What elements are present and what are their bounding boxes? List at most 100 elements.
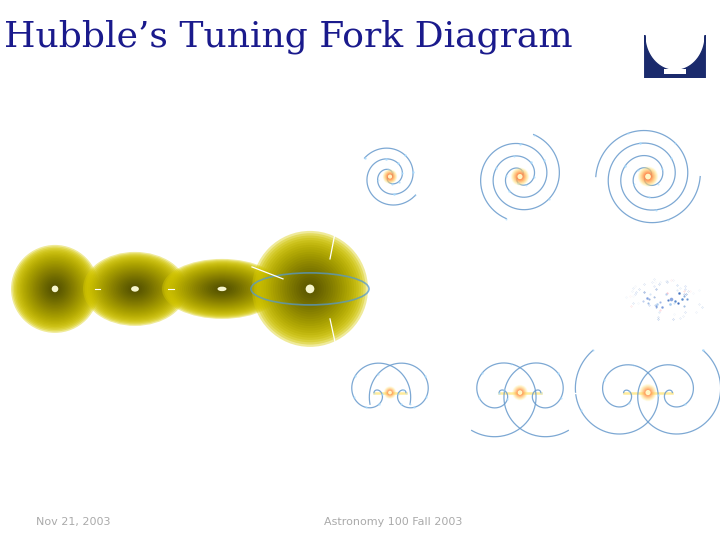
Ellipse shape [83, 252, 187, 326]
Ellipse shape [15, 249, 94, 328]
Text: Sc: Sc [641, 100, 655, 111]
Ellipse shape [162, 259, 282, 319]
Bar [665, 69, 685, 73]
Ellipse shape [518, 174, 523, 179]
Ellipse shape [640, 169, 656, 184]
Ellipse shape [99, 263, 171, 315]
Ellipse shape [212, 284, 232, 294]
Ellipse shape [292, 271, 328, 307]
Ellipse shape [104, 267, 166, 311]
Ellipse shape [643, 172, 653, 181]
Ellipse shape [516, 172, 524, 181]
Ellipse shape [289, 268, 331, 310]
Ellipse shape [114, 274, 156, 303]
Ellipse shape [12, 246, 97, 332]
Ellipse shape [271, 249, 349, 328]
Ellipse shape [643, 387, 653, 398]
Ellipse shape [116, 275, 154, 302]
Ellipse shape [516, 389, 523, 396]
Ellipse shape [387, 390, 393, 395]
Ellipse shape [24, 258, 86, 320]
Ellipse shape [298, 278, 322, 300]
Ellipse shape [85, 253, 185, 325]
Ellipse shape [642, 170, 654, 183]
Ellipse shape [184, 270, 260, 308]
Ellipse shape [214, 285, 230, 293]
Ellipse shape [17, 251, 93, 327]
Ellipse shape [303, 282, 317, 296]
Ellipse shape [174, 265, 270, 313]
Ellipse shape [97, 262, 173, 316]
Ellipse shape [52, 286, 58, 292]
Ellipse shape [647, 392, 649, 394]
Ellipse shape [382, 169, 397, 184]
Text: E7: E7 [215, 341, 229, 351]
Ellipse shape [50, 285, 59, 293]
Ellipse shape [516, 388, 524, 397]
Ellipse shape [385, 388, 395, 397]
Ellipse shape [180, 268, 264, 310]
Bar [666, 44, 684, 49]
Ellipse shape [387, 389, 393, 396]
Ellipse shape [386, 172, 395, 181]
Ellipse shape [646, 390, 650, 395]
Ellipse shape [641, 170, 655, 184]
Ellipse shape [26, 260, 84, 318]
Ellipse shape [196, 276, 248, 302]
Ellipse shape [390, 392, 391, 394]
Ellipse shape [388, 391, 392, 394]
Ellipse shape [388, 391, 392, 394]
Ellipse shape [385, 171, 395, 182]
Ellipse shape [642, 386, 654, 399]
Text: Sb: Sb [512, 106, 528, 117]
Ellipse shape [123, 280, 147, 298]
Ellipse shape [168, 262, 276, 316]
Ellipse shape [256, 235, 364, 342]
Ellipse shape [386, 173, 394, 180]
Ellipse shape [172, 264, 272, 314]
Ellipse shape [284, 264, 336, 314]
Ellipse shape [166, 261, 278, 317]
Ellipse shape [642, 387, 654, 399]
Ellipse shape [14, 248, 96, 330]
Ellipse shape [516, 388, 525, 397]
Ellipse shape [40, 274, 70, 303]
Ellipse shape [49, 283, 61, 295]
Ellipse shape [512, 168, 528, 185]
Ellipse shape [388, 175, 392, 178]
Ellipse shape [388, 174, 392, 179]
Ellipse shape [117, 276, 153, 301]
Ellipse shape [388, 174, 392, 179]
Ellipse shape [266, 245, 354, 333]
Ellipse shape [642, 171, 654, 183]
Ellipse shape [512, 169, 528, 184]
Ellipse shape [384, 171, 395, 182]
Ellipse shape [27, 261, 83, 317]
Ellipse shape [192, 274, 252, 304]
Ellipse shape [218, 287, 226, 291]
Ellipse shape [42, 276, 68, 302]
Ellipse shape [645, 173, 651, 180]
Ellipse shape [217, 287, 227, 291]
Text: Barred spirals: Barred spirals [471, 473, 570, 487]
Ellipse shape [389, 175, 392, 178]
Ellipse shape [638, 166, 658, 187]
Ellipse shape [94, 259, 176, 319]
Ellipse shape [511, 168, 528, 185]
Ellipse shape [109, 271, 161, 307]
Ellipse shape [45, 279, 66, 299]
Ellipse shape [512, 385, 528, 400]
Bar [669, 47, 681, 72]
Ellipse shape [517, 173, 523, 180]
Ellipse shape [43, 277, 67, 301]
Ellipse shape [37, 271, 73, 307]
Ellipse shape [513, 170, 527, 184]
Ellipse shape [46, 280, 64, 298]
Ellipse shape [518, 390, 523, 395]
Ellipse shape [200, 278, 244, 300]
Ellipse shape [264, 242, 356, 335]
Ellipse shape [639, 167, 657, 186]
Ellipse shape [252, 231, 368, 347]
Ellipse shape [640, 168, 656, 185]
Ellipse shape [170, 263, 274, 315]
